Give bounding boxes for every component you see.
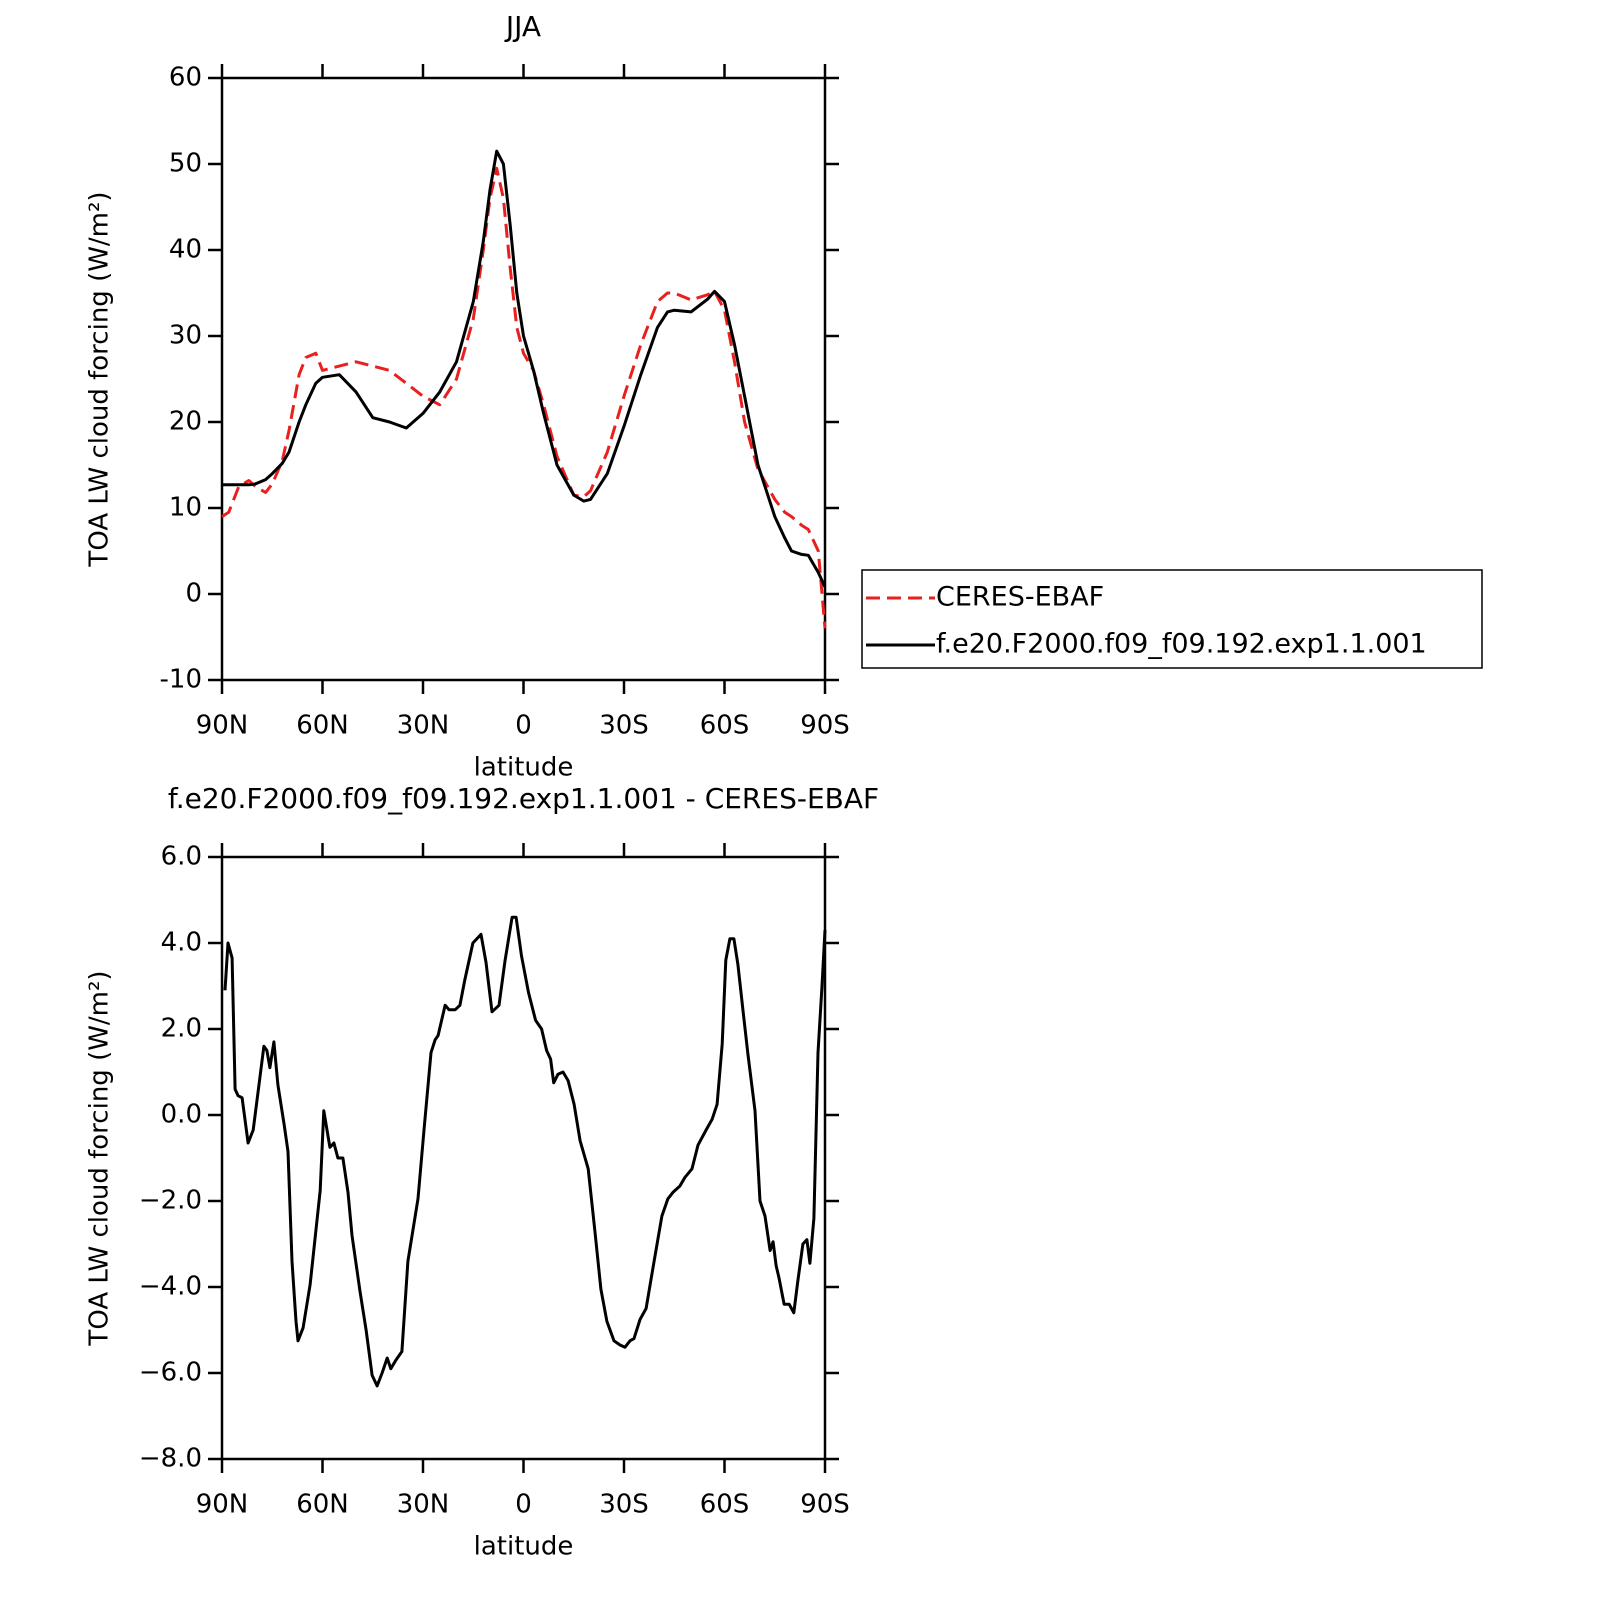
- legend-label: CERES-EBAF: [936, 582, 1104, 613]
- x-tick-label: 60S: [700, 1490, 750, 1520]
- x-tick-label: 30N: [397, 711, 450, 741]
- data-line: [223, 915, 827, 1388]
- plot-frame: [220, 76, 827, 682]
- x-tick-label: 60N: [296, 711, 349, 741]
- y-tick-label: 20: [169, 407, 202, 437]
- y-axis-label: TOA LW cloud forcing (W/m²): [85, 191, 115, 567]
- y-tick-label: 30: [169, 321, 202, 351]
- y-tick-label: −4.0: [139, 1272, 202, 1302]
- chart-title: f.e20.F2000.f09_f09.192.exp1.1.001 - CER…: [168, 782, 879, 815]
- legend-box: [861, 569, 1483, 669]
- y-tick-label: 2.0: [161, 1014, 202, 1044]
- x-axis-label: latitude: [474, 1532, 574, 1562]
- x-tick-label: 90S: [800, 1490, 850, 1520]
- chart-title: JJA: [504, 10, 541, 43]
- data-line: [222, 149, 827, 588]
- y-tick-label: −6.0: [139, 1358, 202, 1388]
- x-tick-label: 90N: [196, 1490, 249, 1520]
- x-tick-label: 90N: [196, 711, 249, 741]
- x-tick-label: 30N: [397, 1490, 450, 1520]
- y-tick-label: 0: [185, 579, 202, 609]
- y-tick-label: 50: [169, 149, 202, 179]
- x-axis-label: latitude: [474, 753, 574, 783]
- x-tick-label: 0: [515, 711, 532, 741]
- y-tick-label: −2.0: [139, 1186, 202, 1216]
- data-line: [221, 166, 827, 629]
- x-tick-label: 60S: [700, 711, 750, 741]
- y-tick-label: 0.0: [161, 1100, 202, 1130]
- y-axis-label: TOA LW cloud forcing (W/m²): [85, 970, 115, 1346]
- y-tick-label: 6.0: [161, 842, 202, 872]
- x-tick-label: 30S: [599, 1490, 649, 1520]
- x-tick-label: 90S: [800, 711, 850, 741]
- y-tick-label: 10: [169, 493, 202, 523]
- y-tick-label: 40: [169, 235, 202, 265]
- y-tick-label: 60: [169, 63, 202, 93]
- x-tick-label: 30S: [599, 711, 649, 741]
- y-tick-label: −8.0: [139, 1444, 202, 1474]
- x-tick-label: 0: [515, 1490, 532, 1520]
- y-tick-label: -10: [160, 665, 202, 695]
- y-tick-label: 4.0: [161, 928, 202, 958]
- legend-label: f.e20.F2000.f09_f09.192.exp1.1.001: [936, 629, 1427, 660]
- x-tick-label: 60N: [296, 1490, 349, 1520]
